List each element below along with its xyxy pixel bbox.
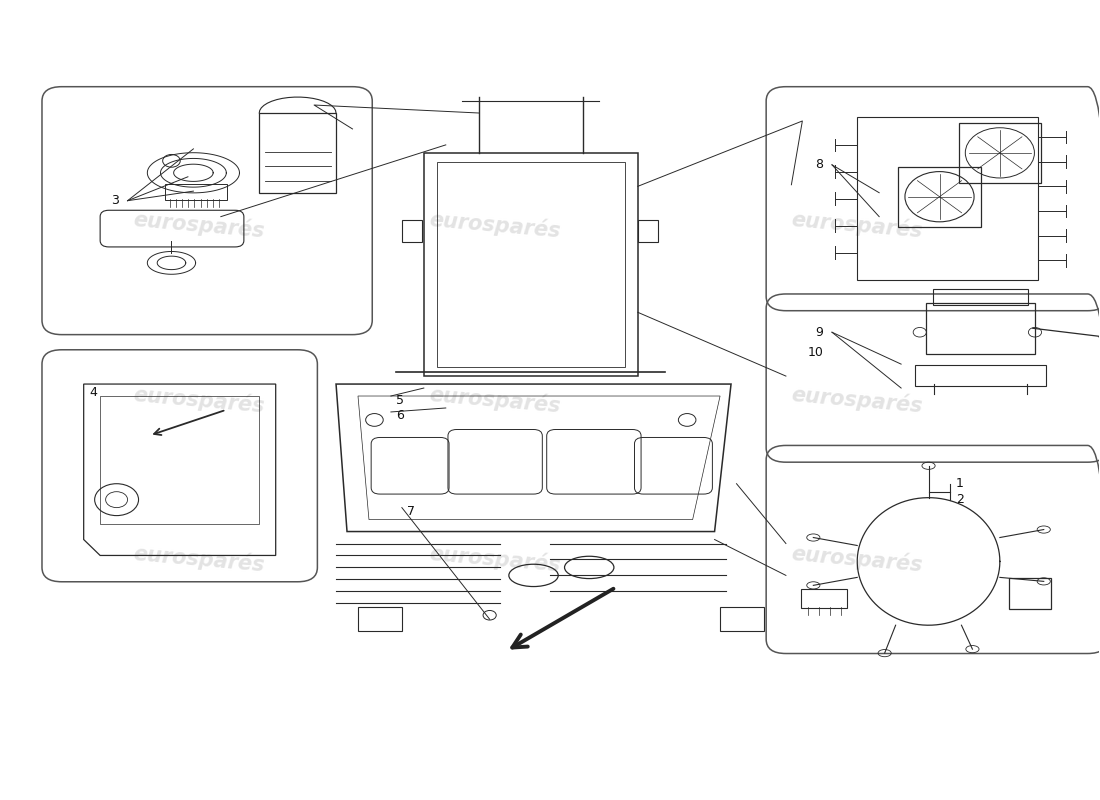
Text: 9: 9 bbox=[815, 326, 824, 338]
Text: eurosparés: eurosparés bbox=[791, 543, 924, 576]
Text: eurosparés: eurosparés bbox=[429, 208, 562, 241]
Text: eurosparés: eurosparés bbox=[791, 208, 924, 241]
Text: 4: 4 bbox=[89, 386, 97, 398]
Text: eurosparés: eurosparés bbox=[132, 208, 265, 241]
Text: 6: 6 bbox=[396, 410, 405, 422]
Text: 10: 10 bbox=[807, 346, 824, 358]
Text: eurosparés: eurosparés bbox=[132, 383, 265, 417]
Text: 8: 8 bbox=[815, 158, 824, 171]
Text: 1: 1 bbox=[956, 478, 964, 490]
Text: eurosparés: eurosparés bbox=[429, 543, 562, 576]
Text: eurosparés: eurosparés bbox=[791, 383, 924, 417]
Text: 5: 5 bbox=[396, 394, 405, 406]
Text: 7: 7 bbox=[407, 505, 416, 518]
Text: 2: 2 bbox=[956, 493, 964, 506]
Text: 3: 3 bbox=[111, 194, 119, 207]
Text: eurosparés: eurosparés bbox=[429, 383, 562, 417]
Text: eurosparés: eurosparés bbox=[132, 543, 265, 576]
